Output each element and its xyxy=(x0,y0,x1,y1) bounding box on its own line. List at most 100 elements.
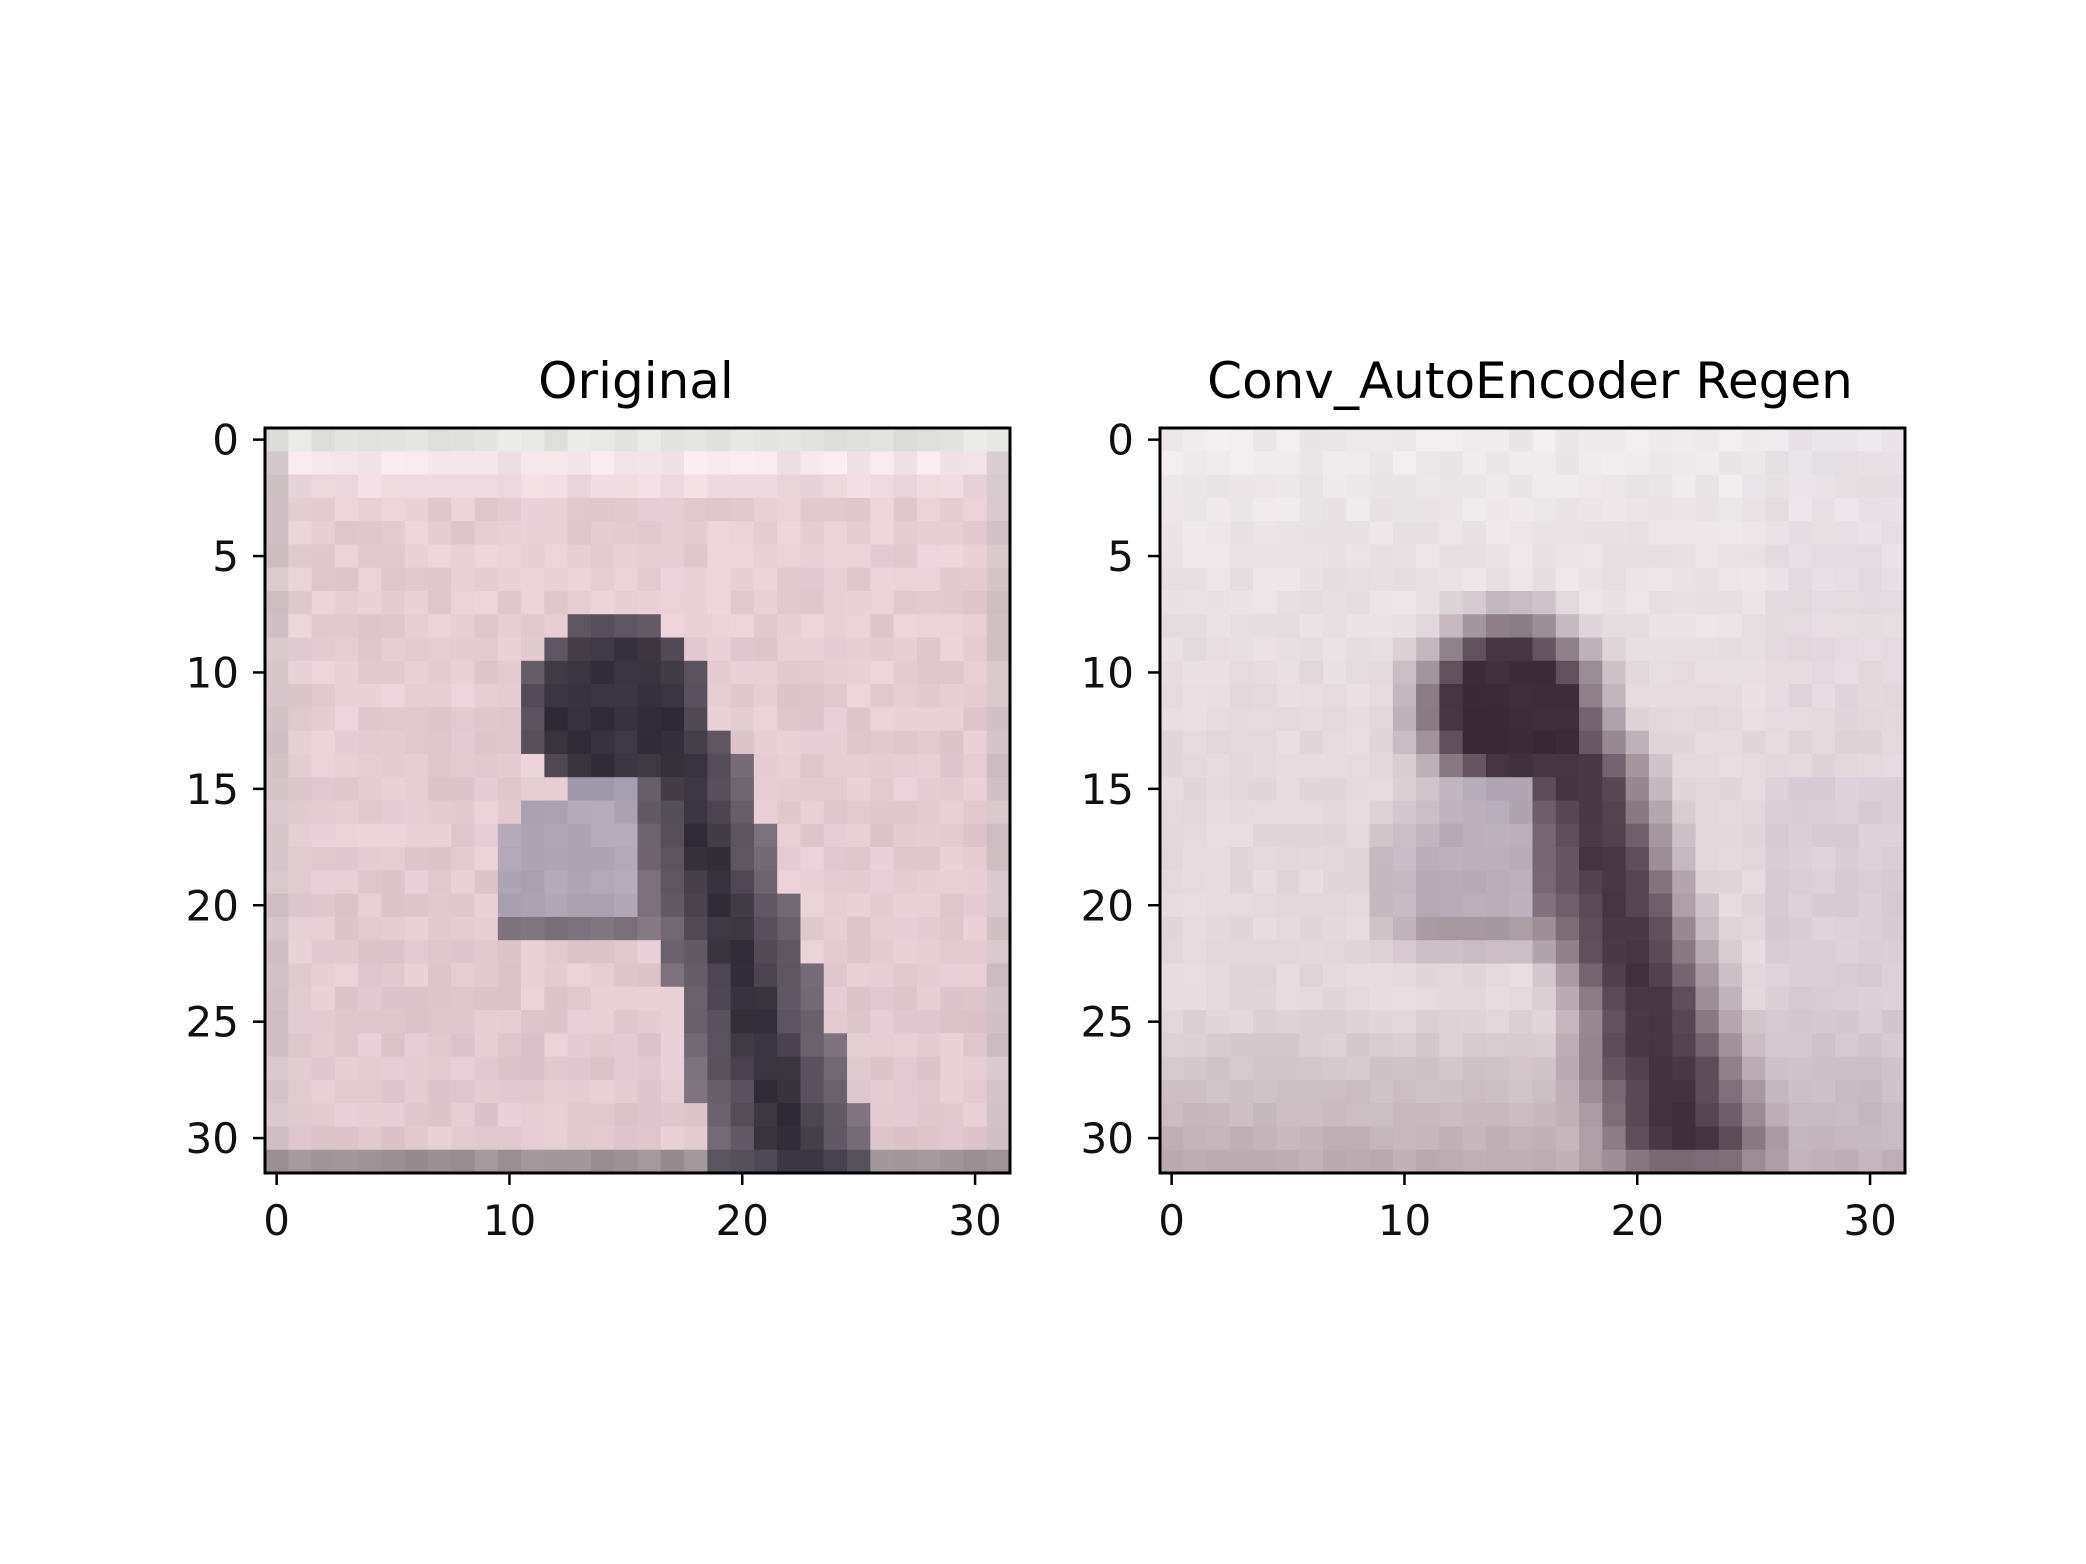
image-pixel xyxy=(1881,707,1906,732)
image-pixel xyxy=(1253,916,1278,941)
image-pixel xyxy=(940,800,965,825)
image-pixel xyxy=(404,777,429,802)
image-pixel xyxy=(334,847,359,871)
image-pixel xyxy=(288,660,313,685)
image-pixel xyxy=(451,544,476,569)
image-pixel xyxy=(1416,428,1440,452)
image-pixel xyxy=(334,1033,359,1058)
image-pixel xyxy=(823,800,848,825)
image-pixel xyxy=(963,567,988,592)
image-pixel xyxy=(1299,684,1324,708)
image-pixel xyxy=(1788,823,1813,848)
image-pixel xyxy=(1253,660,1278,685)
image-pixel xyxy=(1462,753,1487,778)
image-pixel xyxy=(451,1126,476,1151)
image-pixel xyxy=(1648,684,1673,708)
image-pixel xyxy=(707,893,732,918)
image-pixel xyxy=(916,1149,941,1174)
image-pixel xyxy=(1253,521,1278,546)
image-pixel xyxy=(404,1079,429,1104)
image-pixel xyxy=(963,707,988,732)
image-pixel xyxy=(847,730,871,755)
image-pixel xyxy=(1742,800,1766,825)
image-pixel xyxy=(1160,753,1184,778)
image-pixel xyxy=(1648,614,1673,639)
image-pixel xyxy=(1602,707,1627,732)
image-pixel xyxy=(1695,870,1720,895)
image-pixel xyxy=(1462,986,1487,1011)
image-pixel xyxy=(1346,660,1371,685)
image-pixel xyxy=(1299,474,1324,499)
image-pixel xyxy=(684,1126,708,1151)
panel-title-original: Original xyxy=(538,352,734,410)
image-pixel xyxy=(1835,660,1860,685)
image-pixel xyxy=(847,684,871,708)
image-pixel xyxy=(474,474,499,499)
image-pixel xyxy=(497,637,522,662)
image-pixel xyxy=(847,1033,871,1058)
image-pixel xyxy=(474,893,499,918)
image-pixel xyxy=(730,707,755,732)
image-pixel xyxy=(660,870,685,895)
image-pixel xyxy=(1229,823,1254,848)
image-pixel xyxy=(1369,428,1394,452)
image-pixel xyxy=(1648,1079,1673,1104)
image-pixel xyxy=(614,590,639,615)
image-pixel xyxy=(893,1056,918,1081)
image-pixel xyxy=(1858,1079,1883,1104)
image-pixel xyxy=(707,684,732,708)
image-pixel xyxy=(1555,1103,1580,1128)
image-pixel xyxy=(427,1033,452,1058)
image-pixel xyxy=(497,614,522,639)
image-pixel xyxy=(567,660,592,685)
image-pixel xyxy=(544,428,569,452)
image-pixel xyxy=(474,637,499,662)
image-pixel xyxy=(684,544,708,569)
image-pixel xyxy=(777,870,802,895)
image-pixel xyxy=(1858,474,1883,499)
image-pixel xyxy=(590,497,615,522)
image-pixel xyxy=(544,707,569,732)
image-pixel xyxy=(823,753,848,778)
image-pixel xyxy=(1322,963,1347,988)
image-pixel xyxy=(730,614,755,639)
x-tick-label: 10 xyxy=(1378,1196,1431,1245)
image-pixel xyxy=(1439,474,1464,499)
image-pixel xyxy=(1509,870,1534,895)
image-pixel xyxy=(1532,637,1557,662)
image-pixel xyxy=(614,660,639,685)
image-pixel xyxy=(497,707,522,732)
image-pixel xyxy=(777,544,802,569)
image-pixel xyxy=(730,916,755,941)
image-pixel xyxy=(777,497,802,522)
image-pixel xyxy=(916,963,941,988)
image-pixel xyxy=(1858,1056,1883,1081)
image-pixel xyxy=(847,428,871,452)
image-pixel xyxy=(1718,451,1743,476)
image-pixel xyxy=(1648,800,1673,825)
image-pixel xyxy=(1858,497,1883,522)
image-pixel xyxy=(707,707,732,732)
image-pixel xyxy=(404,823,429,848)
image-pixel xyxy=(1206,614,1231,639)
image-pixel xyxy=(567,521,592,546)
image-pixel xyxy=(1485,1033,1510,1058)
image-pixel xyxy=(1392,940,1417,965)
image-pixel xyxy=(358,474,383,499)
image-pixel xyxy=(544,823,569,848)
image-pixel xyxy=(1602,1149,1627,1174)
image-pixel xyxy=(940,684,965,708)
image-pixel xyxy=(1718,637,1743,662)
image-pixel xyxy=(334,660,359,685)
image-pixel xyxy=(427,428,452,452)
image-pixel xyxy=(1625,1010,1650,1034)
image-pixel xyxy=(1742,823,1766,848)
image-pixel xyxy=(1602,474,1627,499)
image-pixel xyxy=(590,753,615,778)
image-pixel xyxy=(288,567,313,592)
image-pixel xyxy=(1229,1010,1254,1034)
image-pixel xyxy=(1858,451,1883,476)
image-pixel xyxy=(1602,986,1627,1011)
image-pixel xyxy=(451,1056,476,1081)
image-pixel xyxy=(1742,940,1766,965)
